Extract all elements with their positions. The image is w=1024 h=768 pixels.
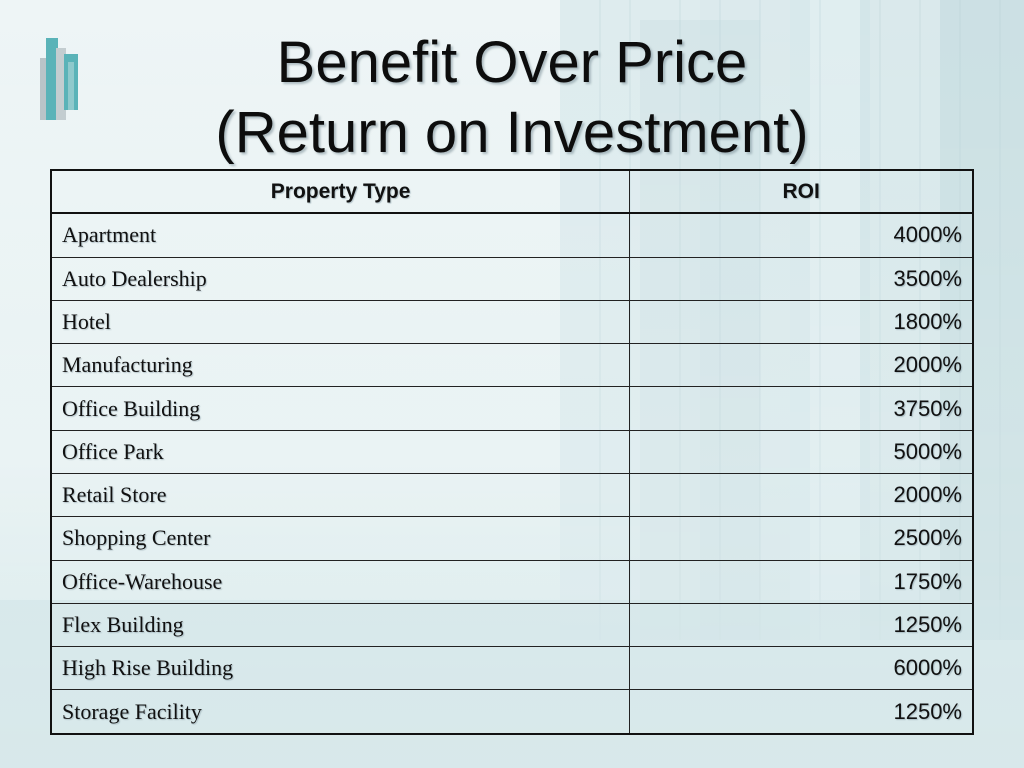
table-row: High Rise Building 6000% xyxy=(50,646,974,691)
roi-cell: 5000% xyxy=(629,429,974,474)
table-row: Retail Store 2000% xyxy=(50,472,974,518)
table-header-row: Property Type ROI xyxy=(50,169,974,214)
table-row: Apartment 4000% xyxy=(50,212,974,258)
table-row: Office-Warehouse 1750% xyxy=(50,559,974,604)
roi-cell: 3750% xyxy=(629,386,974,431)
property-type-cell: Hotel xyxy=(50,299,631,345)
table-row: Office Building 3750% xyxy=(50,386,974,431)
property-type-cell: High Rise Building xyxy=(50,646,631,691)
property-type-cell: Storage Facility xyxy=(50,689,631,735)
property-type-cell: Office-Warehouse xyxy=(50,559,631,604)
roi-cell: 2000% xyxy=(629,472,974,518)
table-row: Storage Facility 1250% xyxy=(50,689,974,735)
roi-cell: 1750% xyxy=(629,559,974,604)
roi-cell: 1250% xyxy=(629,602,974,648)
table-row: Auto Dealership 3500% xyxy=(50,256,974,301)
property-type-cell: Office Building xyxy=(50,386,631,431)
roi-cell: 3500% xyxy=(629,256,974,301)
header-property-type: Property Type xyxy=(50,169,631,214)
title-line-2: (Return on Investment) xyxy=(215,100,809,165)
roi-cell: 2000% xyxy=(629,343,974,388)
table-row: Manufacturing 2000% xyxy=(50,343,974,388)
roi-table-container: Property Type ROI Apartment 4000% Auto D… xyxy=(50,169,974,735)
header-roi: ROI xyxy=(629,169,974,214)
roi-cell: 6000% xyxy=(629,646,974,691)
property-type-cell: Office Park xyxy=(50,429,631,474)
roi-cell: 1800% xyxy=(629,299,974,345)
property-type-cell: Manufacturing xyxy=(50,343,631,388)
property-type-cell: Auto Dealership xyxy=(50,256,631,301)
roi-cell: 2500% xyxy=(629,516,974,561)
slide-title: Benefit Over Price (Return on Investment… xyxy=(0,28,1024,168)
property-type-cell: Shopping Center xyxy=(50,516,631,561)
roi-table: Property Type ROI Apartment 4000% Auto D… xyxy=(50,169,974,735)
property-type-cell: Apartment xyxy=(50,212,631,258)
property-type-cell: Retail Store xyxy=(50,472,631,518)
roi-cell: 1250% xyxy=(629,689,974,735)
property-type-cell: Flex Building xyxy=(50,602,631,648)
table-row: Shopping Center 2500% xyxy=(50,516,974,561)
table-row: Flex Building 1250% xyxy=(50,602,974,648)
roi-cell: 4000% xyxy=(629,212,974,258)
table-row: Hotel 1800% xyxy=(50,299,974,345)
building-logo-icon xyxy=(40,38,78,120)
table-row: Office Park 5000% xyxy=(50,429,974,474)
title-line-1: Benefit Over Price xyxy=(276,30,748,95)
